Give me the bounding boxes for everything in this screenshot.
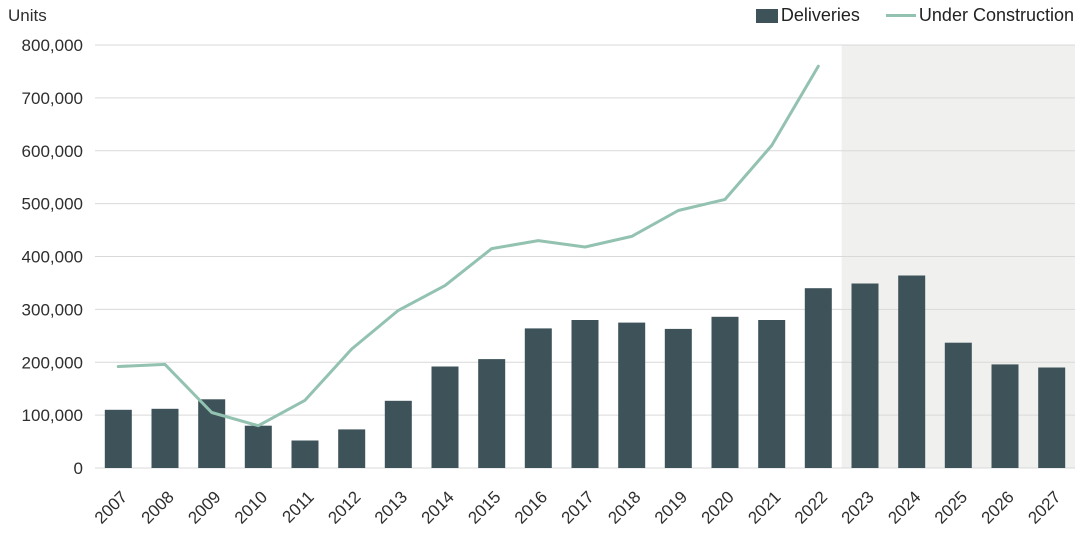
bar-2023 xyxy=(851,283,879,468)
x-tick-label-2027: 2027 xyxy=(1024,487,1064,527)
bar-2020 xyxy=(711,316,739,468)
bar-2026 xyxy=(991,364,1019,468)
x-tick-label-2021: 2021 xyxy=(744,487,784,527)
x-tick-label-2025: 2025 xyxy=(931,487,971,527)
legend-item-deliveries: Deliveries xyxy=(755,5,860,26)
legend-label-deliveries: Deliveries xyxy=(780,5,860,25)
x-tick-label-2009: 2009 xyxy=(184,487,224,527)
y-tick-label: 500,000 xyxy=(22,195,83,214)
bar-2025 xyxy=(944,342,972,468)
x-tick-label-2017: 2017 xyxy=(558,487,598,527)
x-tick-label-2018: 2018 xyxy=(604,487,644,527)
x-tick-label-2019: 2019 xyxy=(651,487,691,527)
bar-2014 xyxy=(431,366,459,468)
bar-2022 xyxy=(804,288,832,468)
deliveries-swatch-icon xyxy=(755,8,778,23)
bar-2009 xyxy=(198,399,226,468)
x-tick-label-2015: 2015 xyxy=(464,487,504,527)
bar-2021 xyxy=(758,320,786,468)
x-tick-label-2023: 2023 xyxy=(838,487,878,527)
bar-2019 xyxy=(664,328,692,468)
bar-2027 xyxy=(1038,367,1066,468)
bar-2008 xyxy=(151,408,179,468)
y-tick-label: 100,000 xyxy=(22,406,83,425)
under-construction-swatch-icon xyxy=(885,14,916,17)
x-tick-label-2020: 2020 xyxy=(698,487,738,527)
y-tick-label: 600,000 xyxy=(22,142,83,161)
under-construction-line xyxy=(116,64,820,428)
legend-item-under-construction: Under Construction xyxy=(885,5,1074,26)
y-tick-label: 200,000 xyxy=(22,353,83,372)
bar-2012 xyxy=(338,429,366,468)
y-axis-title: Units xyxy=(8,6,47,25)
bar-2010 xyxy=(244,425,272,468)
x-tick-label-2022: 2022 xyxy=(791,487,831,527)
x-tick-label-2016: 2016 xyxy=(511,487,551,527)
x-tick-label-2026: 2026 xyxy=(978,487,1018,527)
legend-label-under-construction: Under Construction xyxy=(918,5,1074,25)
x-tick-label-2014: 2014 xyxy=(418,487,458,527)
y-tick-label: 400,000 xyxy=(22,248,83,267)
x-tick-label-2011: 2011 xyxy=(279,487,318,526)
y-tick-label: 300,000 xyxy=(22,300,83,319)
bar-2016 xyxy=(524,328,552,468)
bar-2017 xyxy=(571,320,599,468)
y-tick-label: 0 xyxy=(74,459,83,478)
x-tick-label-2008: 2008 xyxy=(138,487,178,527)
x-tick-label-2024: 2024 xyxy=(884,487,924,527)
bar-2013 xyxy=(384,400,412,468)
bar-2018 xyxy=(618,322,646,468)
bar-2011 xyxy=(291,440,319,468)
bar-2015 xyxy=(478,359,506,468)
bar-2007 xyxy=(104,409,132,468)
y-tick-label: 800,000 xyxy=(22,36,83,55)
y-tick-label: 700,000 xyxy=(22,89,83,108)
x-tick-label-2013: 2013 xyxy=(371,487,411,527)
x-tick-label-2007: 2007 xyxy=(91,487,131,527)
chart-legend: Deliveries Under Construction xyxy=(755,5,1074,26)
x-tick-label-2012: 2012 xyxy=(324,487,364,527)
bar-2024 xyxy=(898,275,926,468)
x-tick-label-2010: 2010 xyxy=(231,487,271,527)
